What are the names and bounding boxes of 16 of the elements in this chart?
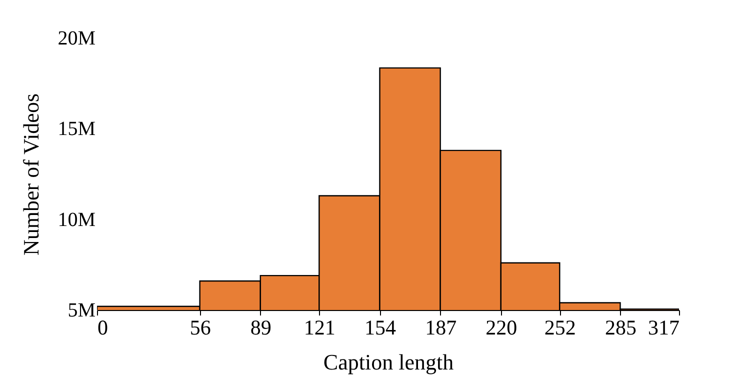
- x-tick-label: 252: [544, 316, 576, 340]
- x-tick-label: 56: [190, 316, 211, 340]
- x-tick-label: 317: [648, 316, 680, 340]
- x-tick-label: 285: [605, 316, 636, 340]
- x-tick-label: 0: [98, 316, 108, 340]
- x-tick-label: 121: [304, 316, 336, 340]
- x-tick-label: 89: [250, 316, 272, 340]
- x-tick-label: 187: [425, 316, 457, 340]
- y-tick-label: 10M: [58, 208, 96, 231]
- y-tick-label: 5M: [68, 300, 96, 322]
- x-tick-label: 220: [486, 316, 518, 340]
- x-axis-title: Caption length: [323, 350, 454, 374]
- y-tick-label: 20M: [58, 28, 96, 50]
- x-tick-label: 154: [364, 316, 396, 340]
- y-tick-label: 15M: [58, 118, 96, 140]
- y-axis-title: Number of Videos: [18, 93, 44, 256]
